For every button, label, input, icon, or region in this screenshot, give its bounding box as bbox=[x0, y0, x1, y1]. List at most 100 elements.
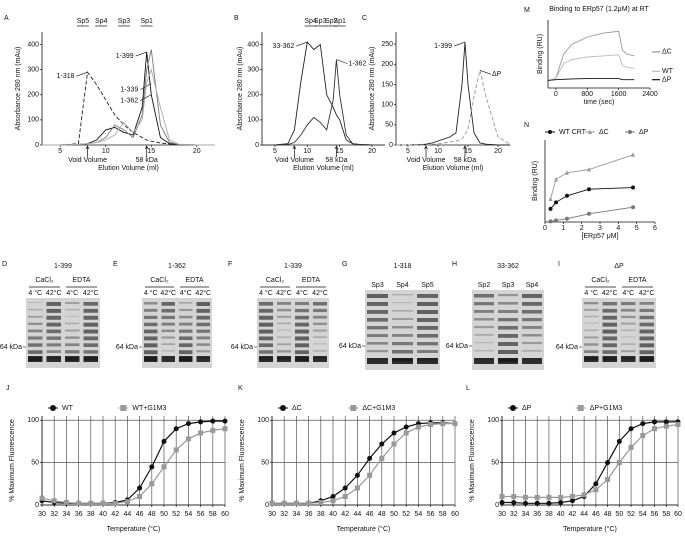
gel-band bbox=[65, 343, 80, 347]
data-point bbox=[63, 499, 69, 505]
fraction-label: Sp1 bbox=[333, 18, 346, 25]
gel-band bbox=[65, 322, 80, 325]
gel-band bbox=[392, 342, 413, 346]
gel-band bbox=[639, 329, 654, 334]
data-point bbox=[342, 485, 348, 491]
gel-band bbox=[498, 326, 518, 330]
gel-band bbox=[474, 310, 494, 313]
data-point bbox=[222, 418, 228, 424]
gel-band bbox=[295, 350, 309, 355]
x-tick-label: 32 bbox=[280, 511, 288, 518]
gel-title: 1-318 bbox=[394, 263, 412, 270]
data-point bbox=[581, 492, 587, 498]
data-point bbox=[124, 499, 130, 505]
data-point bbox=[548, 206, 553, 211]
x-tick-label: 58 bbox=[209, 511, 217, 518]
y-tick-label: 250 bbox=[381, 41, 393, 48]
data-point bbox=[663, 419, 669, 425]
gel-band bbox=[277, 315, 291, 318]
x-tick-label: 38 bbox=[317, 511, 325, 518]
gel-band bbox=[367, 310, 388, 314]
label-leader bbox=[140, 94, 152, 101]
data-point bbox=[548, 196, 553, 202]
gel-band bbox=[259, 322, 273, 327]
gel-band bbox=[277, 329, 291, 331]
series-line bbox=[272, 423, 455, 504]
x-tick-label: 48 bbox=[378, 511, 386, 518]
gel-band bbox=[144, 350, 158, 355]
y-axis-label: Absorbance 280 nm (mAu) bbox=[369, 47, 376, 131]
gel-band bbox=[196, 329, 210, 333]
data-point bbox=[318, 499, 324, 505]
gel-band bbox=[417, 294, 438, 298]
gel-band bbox=[584, 322, 599, 324]
gel-band bbox=[602, 329, 617, 334]
gel-band bbox=[621, 315, 636, 319]
gel-band bbox=[639, 343, 654, 348]
x-tick-label: 1600 bbox=[611, 91, 627, 98]
gel-band bbox=[417, 334, 438, 338]
x-tick-label: 0 bbox=[554, 91, 558, 98]
gel-band bbox=[584, 350, 599, 354]
gel-band bbox=[313, 322, 327, 326]
x-tick-label: 38 bbox=[87, 511, 95, 518]
y-tick-label: 400 bbox=[247, 41, 259, 48]
label-leader bbox=[76, 71, 88, 77]
gel-band bbox=[196, 315, 210, 320]
gel-title: 1-339 bbox=[284, 263, 302, 270]
x-tick-label: 42 bbox=[111, 511, 119, 518]
data-point bbox=[51, 498, 57, 504]
data-point bbox=[554, 218, 558, 223]
y-tick-label: 100 bbox=[247, 117, 259, 124]
y-axis-label: % Maximum Fluorescence bbox=[469, 419, 476, 502]
x-tick-label: 60 bbox=[674, 511, 682, 518]
y-tick-label: 50 bbox=[385, 122, 393, 129]
series-line bbox=[272, 422, 456, 504]
data-point bbox=[569, 498, 575, 504]
gel-band bbox=[522, 318, 542, 322]
x-tick-label: 42 bbox=[341, 511, 349, 518]
series-line bbox=[262, 40, 385, 146]
gel-band bbox=[277, 336, 291, 338]
x-tick-label: 58 bbox=[662, 511, 670, 518]
data-point bbox=[605, 477, 611, 483]
x-tick-label: 15 bbox=[147, 148, 155, 155]
x-tick-label: 5 bbox=[406, 148, 410, 155]
legend-marker bbox=[350, 405, 357, 411]
gel-band bbox=[417, 358, 438, 364]
marker-arrow bbox=[144, 145, 149, 157]
data-point bbox=[185, 421, 191, 427]
x-tick-label: 52 bbox=[172, 511, 180, 518]
data-point bbox=[522, 500, 528, 506]
y-tick-label: 0 bbox=[255, 142, 259, 149]
gel-band bbox=[639, 350, 654, 355]
x-tick-label: 46 bbox=[366, 511, 374, 518]
gel-band bbox=[161, 302, 175, 306]
gel-band bbox=[474, 350, 494, 352]
gel-band bbox=[621, 322, 636, 325]
x-tick-label: 54 bbox=[415, 511, 423, 518]
panel-letter: A bbox=[4, 15, 9, 22]
gel-band bbox=[313, 302, 327, 306]
x-tick-label: 10 bbox=[434, 148, 442, 155]
lane-label: 42°C bbox=[160, 289, 176, 297]
gel-band bbox=[277, 308, 291, 312]
panel-letter: N bbox=[524, 122, 529, 129]
x-axis-label: Temperature (°C) bbox=[563, 525, 617, 533]
x-tick-label: 44 bbox=[580, 511, 588, 518]
legend-label: WT CRT bbox=[559, 129, 587, 136]
lane-label: Sp3 bbox=[502, 282, 515, 289]
group-label: EDTA bbox=[302, 277, 320, 284]
gel-band bbox=[46, 302, 61, 306]
x-tick-label: 52 bbox=[402, 511, 410, 518]
label-leader bbox=[479, 70, 492, 75]
gel-band bbox=[83, 343, 98, 347]
legend-label: ΔP+G1M3 bbox=[590, 405, 623, 412]
gel-band bbox=[584, 315, 599, 318]
panel-letter: M bbox=[524, 7, 530, 14]
gel-band bbox=[474, 294, 494, 298]
data-point bbox=[628, 426, 634, 432]
data-point bbox=[281, 500, 287, 506]
chart-title: Binding to ERp57 (1.2μM) at RT bbox=[549, 6, 649, 13]
x-tick-label: 20 bbox=[494, 148, 502, 155]
